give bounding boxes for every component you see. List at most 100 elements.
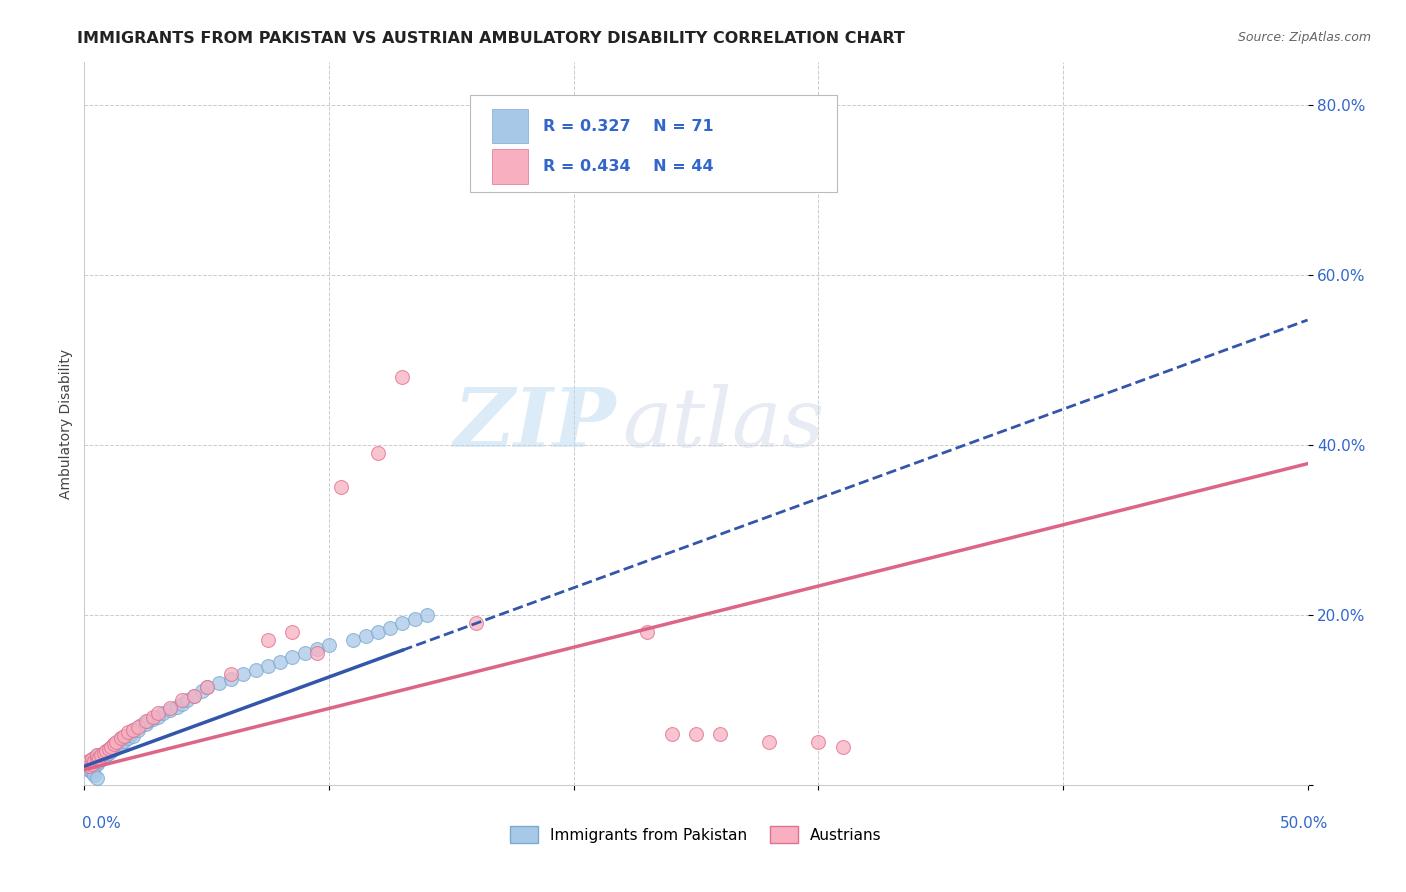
Point: [146, 710, 169, 724]
Point: [129, 718, 152, 732]
Point: [120, 727, 142, 741]
Point: [391, 616, 413, 631]
Point: [152, 706, 174, 720]
Point: [464, 616, 486, 631]
Point: [77, 763, 100, 777]
Point: [709, 727, 731, 741]
Point: [166, 699, 188, 714]
Point: [146, 706, 169, 720]
Text: 0.0%: 0.0%: [82, 816, 121, 830]
Point: [80, 752, 103, 766]
Point: [100, 739, 122, 754]
Point: [245, 663, 267, 677]
Point: [758, 735, 780, 749]
Point: [110, 731, 132, 746]
Bar: [492, 109, 529, 144]
Point: [86, 752, 108, 766]
Point: [103, 742, 125, 756]
Point: [195, 680, 218, 694]
Point: [97, 742, 120, 756]
Point: [122, 723, 145, 737]
Point: [80, 756, 103, 771]
Point: [416, 607, 439, 622]
Y-axis label: Ambulatory Disability: Ambulatory Disability: [59, 349, 73, 499]
Point: [93, 751, 115, 765]
Point: [80, 752, 103, 766]
Point: [83, 751, 105, 765]
Point: [105, 735, 128, 749]
Text: R = 0.434    N = 44: R = 0.434 N = 44: [543, 159, 714, 174]
Point: [112, 733, 135, 747]
Point: [83, 768, 105, 782]
Point: [294, 646, 316, 660]
Point: [342, 633, 364, 648]
Point: [159, 701, 181, 715]
Point: [97, 746, 120, 760]
Point: [232, 667, 254, 681]
Point: [208, 676, 231, 690]
Point: [93, 746, 115, 760]
Point: [103, 737, 125, 751]
Point: [136, 714, 159, 729]
Text: IMMIGRANTS FROM PAKISTAN VS AUSTRIAN AMBULATORY DISABILITY CORRELATION CHART: IMMIGRANTS FROM PAKISTAN VS AUSTRIAN AMB…: [77, 31, 905, 46]
Point: [90, 748, 112, 763]
Point: [86, 756, 108, 771]
Point: [107, 735, 129, 749]
Point: [183, 689, 205, 703]
Point: [90, 748, 112, 763]
Point: [87, 754, 110, 768]
Point: [135, 714, 157, 729]
Point: [80, 761, 103, 775]
Point: [354, 629, 377, 643]
Point: [183, 689, 205, 703]
Point: [100, 744, 122, 758]
Point: [831, 739, 853, 754]
Point: [257, 633, 280, 648]
Point: [330, 480, 353, 494]
Point: [86, 771, 108, 785]
Point: [122, 723, 145, 737]
Point: [90, 752, 112, 766]
Point: [195, 680, 218, 694]
Point: [127, 723, 149, 737]
Point: [97, 742, 120, 756]
Point: [172, 693, 194, 707]
Point: [110, 737, 132, 751]
Text: ZIP: ZIP: [454, 384, 616, 464]
Point: [103, 737, 125, 751]
Point: [367, 446, 389, 460]
Legend: Immigrants from Pakistan, Austrians: Immigrants from Pakistan, Austrians: [505, 820, 887, 849]
Point: [76, 761, 98, 775]
Point: [77, 754, 100, 768]
Point: [176, 693, 198, 707]
Point: [318, 638, 340, 652]
Point: [367, 624, 389, 639]
Point: [83, 754, 105, 768]
Point: [112, 729, 135, 743]
Point: [117, 725, 139, 739]
Point: [77, 754, 100, 768]
Point: [281, 624, 304, 639]
Point: [172, 697, 194, 711]
Point: [86, 752, 108, 766]
Point: [86, 748, 108, 763]
Point: [257, 659, 280, 673]
Point: [80, 756, 103, 771]
Point: [76, 756, 98, 771]
Point: [685, 727, 707, 741]
Point: [87, 751, 110, 765]
Point: [281, 650, 304, 665]
Point: [127, 720, 149, 734]
Text: 50.0%: 50.0%: [1281, 816, 1329, 830]
Point: [807, 735, 830, 749]
Point: [305, 646, 328, 660]
Bar: [470, 95, 837, 193]
Point: [391, 370, 413, 384]
Point: [117, 731, 139, 746]
Point: [76, 756, 98, 771]
Point: [87, 751, 110, 765]
Point: [105, 739, 128, 754]
Point: [80, 765, 103, 780]
Point: [219, 667, 242, 681]
Point: [110, 731, 132, 746]
